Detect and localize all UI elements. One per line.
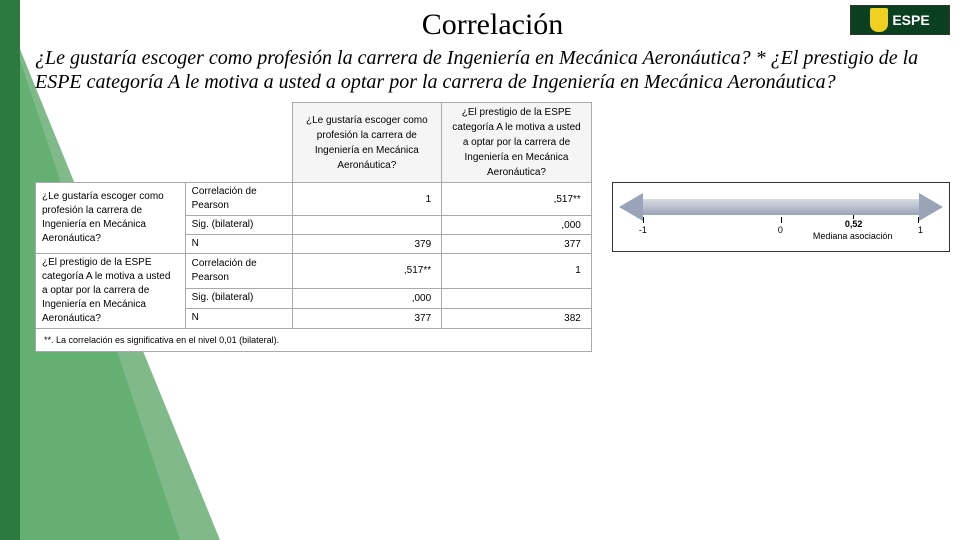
col-header-2: ¿El prestigio de la ESPE categoría A le … [442,103,592,183]
correlation-table: ¿Le gustaría escoger como profesión la c… [35,102,592,352]
stat-pearson: Correlación de Pearson [185,254,292,289]
stat-sig: Sig. (bilateral) [185,288,292,308]
r1-n-c2: 377 [442,235,592,254]
scale-right: 1 [918,225,923,235]
subtitle: ¿Le gustaría escoger como profesión la c… [35,46,950,94]
stat-pearson: Correlación de Pearson [185,183,292,216]
espe-logo: ESPE [850,5,950,35]
col-header-1: ¿Le gustaría escoger como profesión la c… [292,103,442,183]
r2-n-c1: 377 [292,308,442,328]
r2-sig-c2 [442,288,592,308]
scale-value: 0,52 [845,219,863,229]
row2-label: ¿El prestigio de la ESPE categoría A le … [36,254,186,329]
tick [918,217,919,223]
table-row: ¿El prestigio de la ESPE categoría A le … [36,254,592,289]
tick [781,217,782,223]
r2-sig-c1: ,000 [292,288,442,308]
r2-pearson-c1: ,517** [292,254,442,289]
logo-text: ESPE [892,12,929,28]
r2-n-c2: 382 [442,308,592,328]
page-title: Correlación [35,8,950,42]
scale-label: Mediana asociación [813,231,893,241]
stat-n: N [185,235,292,254]
shield-icon [870,8,888,32]
r1-pearson-c1: 1 [292,183,442,216]
row1-label: ¿Le gustaría escoger como profesión la c… [36,183,186,254]
r2-pearson-c2: 1 [442,254,592,289]
arrow-right-icon [919,193,943,221]
arrow-body [643,199,919,215]
side-accent-bar [0,0,20,540]
arrow-left-icon [619,193,643,221]
stat-sig: Sig. (bilateral) [185,216,292,235]
stat-n: N [185,308,292,328]
tick [643,217,644,223]
table-row: **. La correlación es significativa en e… [36,329,592,352]
value-tick [853,215,854,219]
r1-n-c1: 379 [292,235,442,254]
scale-mid: 0 [778,225,783,235]
table-row: ¿Le gustaría escoger como profesión la c… [36,183,592,216]
r1-sig-c1 [292,216,442,235]
correlation-scale-diagram: -1 0 1 0,52 Mediana asociación [612,182,950,252]
scale-left: -1 [639,225,647,235]
r1-sig-c2: ,000 [442,216,592,235]
footnote: **. La correlación es significativa en e… [36,329,592,352]
r1-pearson-c2: ,517** [442,183,592,216]
